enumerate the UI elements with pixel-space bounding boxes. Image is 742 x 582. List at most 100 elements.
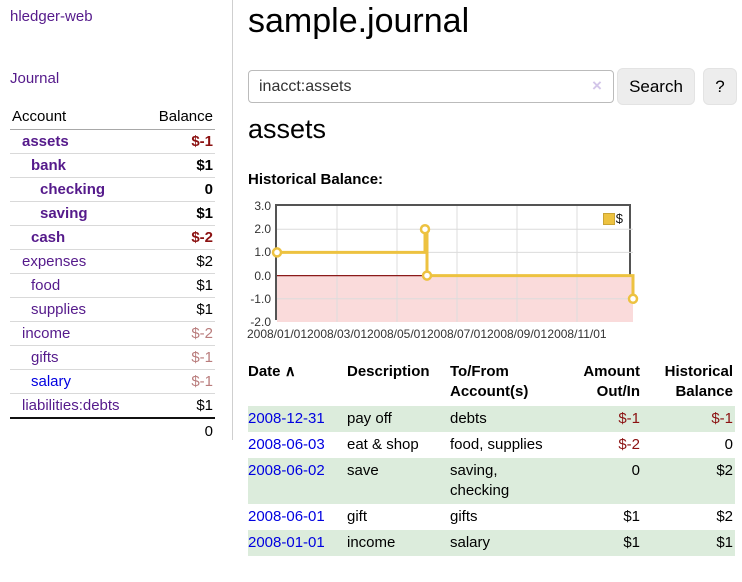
data-point-markers [271,223,639,305]
search-button[interactable]: Search [617,68,695,105]
data-point-marker [271,247,283,258]
search-input[interactable] [248,70,614,103]
transaction-amount: $1 [623,534,640,551]
transaction-balance: $2 [716,508,733,525]
account-balance: $-1 [140,345,215,370]
account-row-checking: checking 0 [10,177,215,202]
account-balance: $-1 [140,129,215,154]
help-button[interactable]: ? [703,68,737,105]
account-row-income: income $-2 [10,321,215,346]
x-tick: 2008/09/01 [486,327,548,341]
account-balance: $1 [140,273,215,298]
chart-canvas [271,206,639,322]
account-balance: $-2 [140,321,215,346]
date-header-label: Date [248,363,281,380]
search-form: × Search ? [248,68,738,106]
account-balance: 0 [140,177,215,202]
account-link-saving[interactable]: saving [40,205,88,222]
transaction-date-link[interactable]: 2008-06-03 [248,436,325,453]
transaction-amount: $-2 [618,436,640,453]
transaction-balance: $-1 [711,410,733,427]
y-tick: 1.0 [254,245,271,259]
account-total-row: 0 [10,418,215,443]
transaction-balance: $2 [716,462,733,479]
app-title-link[interactable]: hledger-web [10,8,93,25]
accounts-total: 0 [204,423,213,440]
account-row-bank: bank $1 [10,153,215,178]
account-link-income[interactable]: income [22,325,71,342]
sidebar: hledger-web Journal Account Balance asse… [0,0,233,440]
account-row-supplies: supplies $1 [10,297,215,322]
account-link-cash[interactable]: cash [31,229,66,246]
transaction-description: income [347,534,396,551]
transaction-row: 2008-06-01 gift gifts $1 $2 [248,504,735,530]
data-point-marker [421,270,433,281]
x-tick: 2008/07/01 [426,327,488,341]
account-link-liabilities-debts[interactable]: liabilities:debts [22,397,120,414]
transaction-date-link[interactable]: 2008-06-02 [248,462,325,479]
transaction-row: 2008-01-01 income salary $1 $1 [248,530,735,556]
legend-label: $ [615,211,623,226]
register-header-row: Date ∧ Description To/From Account(s) Am… [248,360,735,406]
gridlines [277,206,633,322]
historical-balance-chart: 3.0 2.0 1.0 0.0 -1.0 -2.0 [245,200,685,350]
account-row-liabilities-debts: liabilities:debts $1 [10,393,215,419]
transaction-row: 2008-06-03 eat & shop food, supplies $-2… [248,432,735,458]
account-row-cash: cash $-2 [10,225,215,250]
tofrom-column-header: To/From Account(s) [450,363,529,400]
account-link-expenses[interactable]: expenses [22,253,87,270]
transaction-amount: $1 [623,508,640,525]
transaction-accounts: salary [450,534,491,551]
account-link-food[interactable]: food [31,277,61,294]
account-balance: $1 [140,393,215,419]
x-tick: 2008/03/01 [306,327,368,341]
transaction-date-link[interactable]: 2008-12-31 [248,410,325,427]
transaction-date-link[interactable]: 2008-06-01 [248,508,325,525]
sort-ascending-icon: ∧ [284,363,296,380]
transaction-row: 2008-12-31 pay off debts $-1 $-1 [248,406,735,432]
sidebar-item-journal[interactable]: Journal [10,70,60,87]
transaction-date-link[interactable]: 2008-01-01 [248,534,325,551]
transaction-accounts: debts [450,410,487,427]
account-link-salary[interactable]: salary [31,373,72,390]
account-row-expenses: expenses $2 [10,249,215,274]
account-table-header: Account Balance [10,104,215,130]
transaction-description: eat & shop [347,436,419,453]
account-link-bank[interactable]: bank [31,157,67,174]
date-column-header: Date ∧ [248,360,347,406]
x-tick: 2008/11/01 [547,327,607,341]
transaction-accounts: gifts [450,508,478,525]
account-link-assets[interactable]: assets [22,133,69,150]
legend-swatch-icon [602,212,615,225]
account-link-checking[interactable]: checking [40,181,106,198]
account-row-gifts: gifts $-1 [10,345,215,370]
chart-plot-area: $ [271,204,639,322]
transaction-amount: $-1 [618,410,640,427]
balance-column-header: Historical Balance [664,363,733,400]
transaction-balance: $1 [716,534,733,551]
account-link-supplies[interactable]: supplies [31,301,87,318]
clear-search-icon[interactable]: × [592,76,602,95]
y-tick: 2.0 [254,222,271,236]
account-heading: assets [248,114,327,144]
account-balance: $1 [140,201,215,226]
account-row-salary: salary $-1 [10,369,215,394]
register-table: Date ∧ Description To/From Account(s) Am… [248,360,735,556]
account-balance: $1 [140,297,215,322]
account-balance: $-1 [140,369,215,394]
transaction-accounts: saving, checking [450,462,510,499]
transaction-description: pay off [347,410,392,427]
account-column-header: Account [10,104,140,130]
account-balance: $2 [140,249,215,274]
account-balance: $1 [140,153,215,178]
x-tick: 2008/05/01 [366,327,428,341]
chart-title: Historical Balance: [248,171,384,188]
account-link-gifts[interactable]: gifts [31,349,59,366]
transaction-amount: 0 [631,462,640,479]
transaction-balance: 0 [724,436,733,453]
transaction-row: 2008-06-02 save saving, checking 0 $2 [248,458,735,504]
chart-legend: $ [602,211,623,226]
y-tick: 3.0 [254,199,271,213]
account-row-food: food $1 [10,273,215,298]
account-balance-table: Account Balance assets $-1 bank $1 check… [10,104,215,443]
